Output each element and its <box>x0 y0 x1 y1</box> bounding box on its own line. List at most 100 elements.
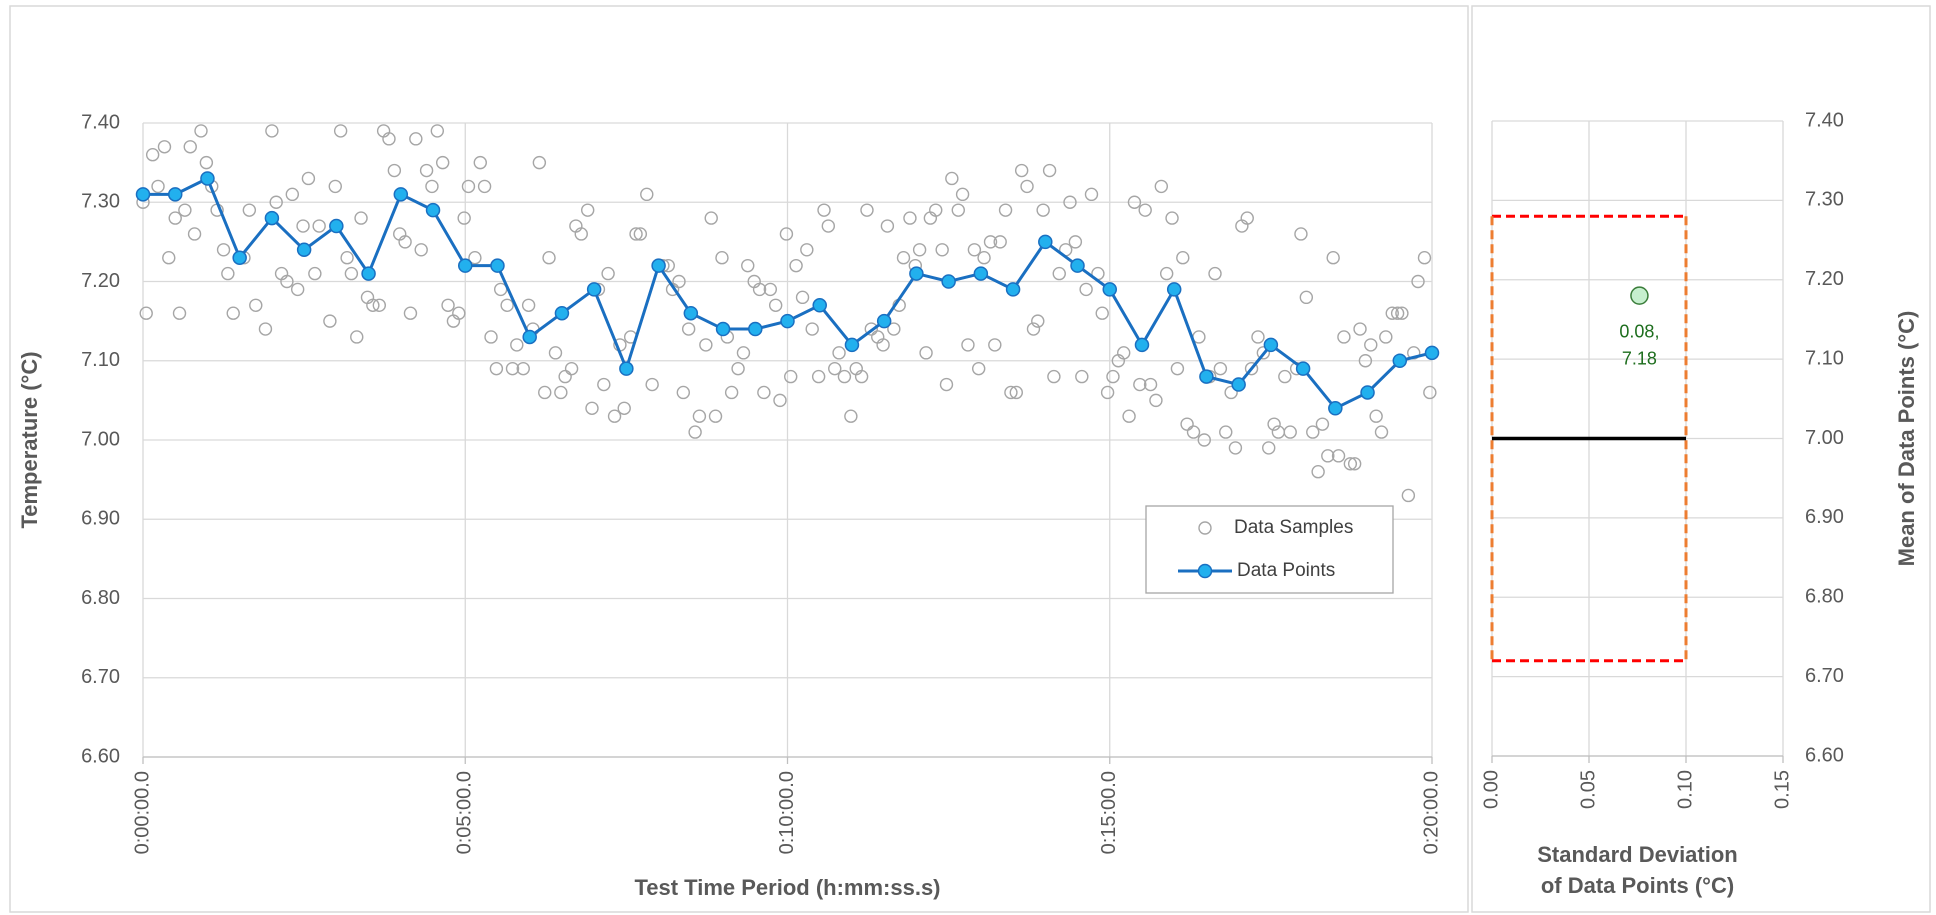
data-point <box>554 305 570 321</box>
y-tick-label: 6.80 <box>81 587 120 609</box>
data-point <box>329 218 344 234</box>
data-label: 0.08, 7.18 <box>1619 321 1659 368</box>
sample-point <box>1294 227 1308 241</box>
sample-point <box>419 163 434 178</box>
sample-point <box>961 338 975 352</box>
sample-point <box>178 203 192 217</box>
sample-point <box>768 298 783 312</box>
data-point <box>522 329 537 345</box>
sample-point <box>1343 457 1358 471</box>
sample-point <box>972 361 986 376</box>
sample-point <box>811 369 826 384</box>
sample-point <box>157 140 172 154</box>
sample-point <box>269 195 283 209</box>
sample-point <box>145 147 160 162</box>
sample-point <box>441 298 455 312</box>
data-point <box>1630 286 1649 305</box>
y-axis-title: Mean of Data Points (°C) <box>1894 311 1919 567</box>
sample-point <box>1170 361 1185 376</box>
data-point <box>1199 369 1214 384</box>
x-tick-label: 0.00 <box>1480 770 1502 809</box>
sample-point <box>1047 369 1061 384</box>
sample-point <box>516 361 530 376</box>
sample-point <box>1224 385 1238 400</box>
sample-point <box>1244 361 1259 376</box>
sample-point <box>601 266 615 281</box>
x-tick-label: 0:05:00.0 <box>454 771 476 854</box>
y-tick-label: 7.00 <box>1805 427 1844 449</box>
y-tick-label: 6.60 <box>81 745 120 767</box>
sample-point <box>312 219 326 233</box>
sample-point <box>1026 322 1041 336</box>
sample-point <box>805 322 819 336</box>
sample-point <box>1369 409 1383 423</box>
sample-point <box>366 298 380 312</box>
data-point <box>1038 234 1053 250</box>
data-point <box>490 258 505 273</box>
sample-point <box>1117 346 1131 360</box>
y-tick-label: 6.80 <box>1805 586 1844 608</box>
sample-point <box>704 211 718 225</box>
sample-point <box>699 338 713 352</box>
sample-point <box>500 298 514 312</box>
sample-point <box>789 258 803 273</box>
sample-point <box>731 361 745 376</box>
data-point <box>844 337 860 353</box>
sample-point <box>757 385 771 400</box>
data-point <box>232 250 247 265</box>
data-point <box>1328 401 1343 416</box>
x-tick-label: 0:10:00.0 <box>776 771 798 854</box>
sample-point <box>715 251 729 265</box>
sample-point <box>1267 417 1281 431</box>
sample-point <box>139 306 153 320</box>
sample-point <box>708 409 723 423</box>
sample-point <box>484 330 498 344</box>
data-point <box>1070 258 1085 273</box>
sample-point <box>1299 290 1314 305</box>
sample-point <box>387 163 402 178</box>
data-point <box>1295 361 1311 376</box>
sample-point <box>1042 163 1057 178</box>
y-tick-label: 7.20 <box>1805 268 1844 290</box>
data-point <box>1263 337 1279 353</box>
sample-point <box>988 338 1002 352</box>
right-panel <box>1471 5 1931 913</box>
sample-point <box>676 385 691 400</box>
data-point <box>458 258 473 273</box>
sample-point <box>574 227 588 241</box>
sample-point <box>323 314 337 328</box>
sample-point <box>1063 195 1077 209</box>
sample-point <box>398 235 412 249</box>
y-tick-label: 7.30 <box>81 191 120 213</box>
data-point <box>1166 282 1182 297</box>
sample-point <box>597 377 611 392</box>
sample-point <box>1337 330 1351 344</box>
sample-point <box>564 361 579 376</box>
sample-point <box>912 243 927 257</box>
sample-point <box>741 258 755 273</box>
sample-point <box>1379 330 1393 344</box>
y-tick-label: 6.90 <box>1805 506 1844 528</box>
sample-point <box>172 306 187 320</box>
sample-point <box>645 377 659 392</box>
data-point <box>715 321 731 337</box>
sample-point <box>1106 369 1120 384</box>
x-tick-label: 0.05 <box>1577 770 1599 809</box>
legend-box <box>1145 505 1394 594</box>
sample-point <box>1004 385 1018 400</box>
sample-point <box>1213 361 1228 376</box>
sample-point <box>301 171 316 186</box>
sample-point <box>939 377 954 392</box>
sample-point <box>817 203 831 217</box>
data-point <box>651 258 666 273</box>
sample-point <box>425 179 439 194</box>
sample-point <box>1390 306 1405 320</box>
x-axis-title: Standard Deviation of Data Points (°C) <box>1537 842 1737 898</box>
data-point <box>876 313 892 329</box>
sample-point <box>1364 338 1378 352</box>
sample-point <box>162 251 176 265</box>
sample-point <box>538 385 552 400</box>
sample-point <box>1423 385 1437 400</box>
sample-point <box>1347 457 1362 471</box>
sample-point <box>896 251 911 265</box>
